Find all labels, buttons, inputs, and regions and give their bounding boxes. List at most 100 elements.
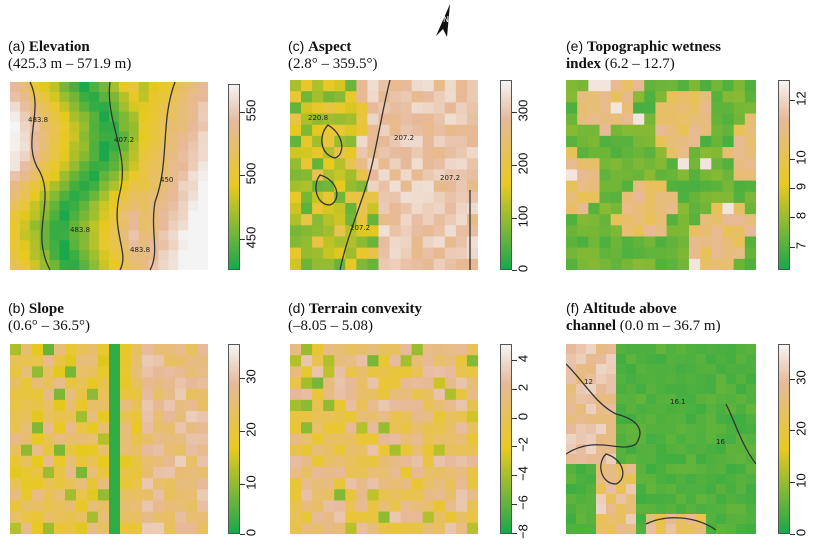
raster-cell [54, 489, 66, 502]
raster-cell [109, 399, 121, 412]
raster-cell [646, 434, 657, 445]
raster-cell [65, 433, 77, 446]
raster-cell [164, 466, 176, 479]
raster-cell [711, 135, 724, 148]
raster-cell [312, 225, 324, 238]
raster-cell [688, 202, 701, 215]
raster-cell [120, 377, 132, 390]
raster-cell [411, 169, 424, 182]
raster-cell [400, 411, 413, 423]
raster-cell [334, 102, 346, 115]
raster-cell [686, 484, 697, 495]
raster-cell [148, 171, 160, 182]
raster-cell [153, 377, 165, 390]
raster-cell [722, 247, 735, 260]
raster-cell [596, 484, 607, 495]
raster-cell [290, 422, 302, 435]
raster-cell [21, 500, 33, 513]
raster-cell [599, 91, 612, 103]
raster-cell [49, 220, 61, 232]
raster-cell [10, 230, 21, 241]
raster-cell [39, 121, 51, 133]
raster-cell [168, 161, 179, 172]
raster-cell [345, 444, 357, 457]
raster-cell [43, 422, 55, 435]
raster-cell [455, 225, 468, 238]
raster-cell [666, 414, 677, 425]
raster-cell [312, 135, 324, 148]
raster-cell [716, 514, 727, 525]
raster-cell [69, 240, 80, 251]
raster-cell [32, 478, 44, 490]
raster-cell [566, 494, 577, 505]
raster-cell [666, 394, 677, 405]
raster-cell [389, 388, 402, 401]
raster-cell [186, 388, 198, 401]
raster-cell [89, 121, 100, 133]
raster-cell [39, 240, 51, 251]
colorbar [778, 344, 790, 534]
raster-cell [128, 91, 140, 103]
raster-cell [128, 151, 140, 162]
raster-cell [138, 210, 150, 222]
raster-cell [644, 102, 657, 115]
raster-cell [706, 444, 717, 455]
raster-cell [666, 247, 679, 260]
raster-cell [118, 82, 130, 93]
raster-cell [666, 454, 677, 465]
raster-cell [696, 384, 707, 395]
contour-line [645, 517, 717, 531]
raster-cell [389, 247, 402, 260]
raster-cell [99, 180, 110, 192]
raster-cell [711, 258, 724, 270]
raster-cell [89, 151, 100, 162]
raster-cell [433, 91, 446, 103]
raster-cell [733, 124, 746, 137]
raster-cell [128, 141, 140, 152]
raster-cell [646, 354, 657, 365]
raster-cell [596, 474, 607, 485]
raster-cell [148, 111, 160, 123]
raster-cell [120, 466, 132, 479]
raster-cell [746, 454, 756, 465]
raster-cell [566, 394, 577, 405]
raster-cell [301, 225, 313, 238]
raster-cell [301, 422, 313, 435]
raster-cell [706, 424, 717, 435]
raster-cell [677, 147, 690, 159]
raster-cell [197, 500, 208, 513]
raster-cell [39, 131, 51, 142]
raster-cell [19, 180, 31, 192]
raster-cell [178, 250, 189, 261]
raster-cell [586, 434, 597, 445]
raster-cell [356, 478, 369, 490]
raster-cell [65, 344, 77, 356]
raster-cell [676, 464, 687, 475]
raster-cell [89, 101, 100, 113]
raster-cell [656, 494, 667, 505]
raster-cell [744, 169, 756, 182]
raster-cell [312, 247, 324, 260]
raster-cell [455, 444, 468, 457]
raster-cell [168, 210, 179, 222]
raster-cell [606, 394, 617, 405]
raster-cell [655, 102, 668, 115]
raster-cell [744, 158, 756, 171]
raster-cell [716, 524, 727, 534]
raster-cell [655, 135, 668, 148]
raster-cell [616, 374, 627, 385]
raster-cell [164, 444, 176, 457]
raster-cell [79, 101, 90, 113]
raster-cell [367, 388, 380, 401]
raster-cell [356, 124, 369, 137]
raster-cell [197, 511, 208, 524]
raster-cell [716, 474, 727, 485]
raster-cell [345, 478, 357, 490]
raster-cell [198, 230, 208, 241]
raster-cell [411, 124, 424, 137]
raster-cell [378, 433, 391, 446]
raster-cell [621, 113, 634, 126]
raster-cell [411, 113, 424, 126]
raster-cell [656, 394, 667, 405]
raster-cell [356, 247, 369, 260]
